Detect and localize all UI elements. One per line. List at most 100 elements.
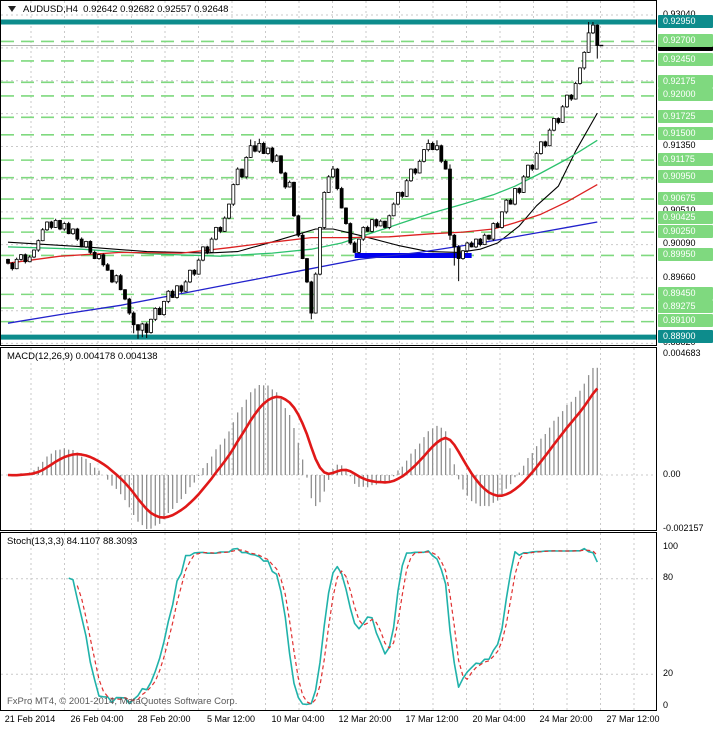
candle-bear	[296, 215, 301, 236]
candle-bear	[105, 264, 110, 271]
candle-bull	[231, 184, 236, 205]
candle-bull	[214, 227, 218, 240]
level-price-badge: 0.91500	[658, 127, 713, 141]
candle-bull	[461, 250, 465, 259]
candle-bull	[14, 258, 19, 270]
candle-bear	[305, 258, 309, 283]
time-axis-label: 21 Feb 2014	[4, 714, 56, 724]
candle-bull	[162, 300, 166, 316]
price-scale-label: 0.90510	[657, 205, 717, 216]
candle-bear	[292, 181, 296, 217]
candle-bull	[257, 143, 262, 152]
candle-bear	[456, 246, 461, 259]
candle-bear	[75, 228, 80, 240]
candle-bear	[300, 234, 305, 259]
level-price-badge: 0.89450	[658, 286, 713, 300]
candle-bull	[591, 24, 595, 34]
candle-bear	[344, 207, 348, 224]
level-price-badge: 0.90950	[658, 170, 713, 184]
candle-bull	[40, 229, 45, 242]
candle-bear	[23, 254, 28, 263]
candle-bull	[361, 227, 366, 240]
candle-bull	[244, 157, 249, 178]
candle-bear	[430, 143, 435, 151]
stoch-d-line	[76, 549, 598, 705]
candle-bull	[235, 168, 240, 186]
main-chart-panel[interactable]: AUDUSD,H4 0.92642 0.92682 0.92557 0.9264…	[0, 0, 657, 346]
candle-bull	[274, 155, 279, 162]
candle-bull	[248, 145, 253, 158]
candle-bear	[157, 307, 162, 316]
candle-bear	[365, 227, 370, 232]
candle-bull	[140, 323, 145, 331]
candle-bull	[84, 241, 88, 248]
candle-bull	[222, 217, 227, 232]
macd-canvas	[1, 348, 656, 530]
candle-bull	[404, 180, 409, 197]
candle-bull	[539, 141, 543, 154]
candle-bull	[573, 83, 578, 100]
candle-bear	[508, 199, 513, 205]
candle-bull	[53, 220, 58, 228]
candle-bear	[131, 312, 136, 326]
key-level-price-badge: 0.92950	[658, 14, 713, 28]
stoch-axis-label: 100	[663, 540, 679, 551]
candle-bear	[270, 147, 275, 162]
candle-bull	[153, 307, 158, 320]
candle-bull	[417, 160, 422, 174]
level-price-badge: 0.91725	[658, 109, 713, 123]
price-scale-label: 0.91350	[663, 140, 696, 151]
candle-bear	[348, 223, 353, 244]
candle-bull	[196, 259, 201, 275]
candle-bear	[123, 289, 127, 300]
candle-bull	[500, 211, 504, 228]
level-price-badge: 0.89100	[658, 314, 713, 328]
candle-bull	[287, 181, 292, 188]
candle-bull	[391, 203, 396, 217]
candle-bear	[487, 234, 491, 240]
candle-bull	[396, 192, 400, 205]
level-price-badge: 0.90250	[658, 224, 713, 238]
candle-bear	[110, 269, 114, 283]
candle-bull	[326, 176, 331, 193]
candle-bear	[383, 220, 387, 228]
candle-bull	[586, 32, 591, 53]
time-axis[interactable]: 21 Feb 2014 26 Feb 04:00 28 Feb 20:00 5 Mar…	[0, 711, 717, 729]
stoch-axis-label: 80	[663, 572, 674, 583]
candle-bear	[88, 241, 93, 253]
candle-bull	[482, 234, 487, 245]
stochastic-indicator-panel[interactable]: Stoch(13,3,3) 84.1107 88.3093 FxPro MT4,…	[0, 532, 657, 711]
candle-bull	[526, 164, 530, 178]
candle-bear	[448, 168, 452, 236]
candle-bear	[517, 188, 522, 193]
time-axis-label: 17 Mar 12:00	[405, 714, 459, 724]
macd-label: MACD(12,26,9) 0.004178 0.004138	[7, 351, 158, 362]
candle-bull	[521, 176, 526, 193]
level-price-badge: 0.89950	[658, 247, 713, 261]
candle-bear	[205, 246, 210, 253]
candle-bear	[10, 262, 15, 270]
candle-bear	[279, 155, 283, 174]
candle-bear	[478, 238, 483, 245]
candle-bull	[387, 215, 392, 228]
candle-bear	[170, 290, 175, 298]
candle-bull	[188, 269, 192, 283]
stochastic-label: Stoch(13,3,3) 84.1107 88.3093	[7, 536, 138, 547]
chart-title-ohlc: AUDUSD,H4 0.92642 0.92682 0.92557 0.9264…	[23, 4, 229, 15]
candle-bear	[49, 221, 54, 228]
price-scale[interactable]: 0.930400.913500.905100.900900.896600.888…	[657, 0, 717, 711]
candle-bear	[335, 168, 340, 189]
candle-bull	[331, 168, 335, 178]
candle-bear	[339, 188, 344, 209]
candle-bull	[582, 51, 587, 69]
candle-bull	[313, 273, 318, 314]
stoch-k-line	[68, 547, 599, 706]
macd-indicator-panel[interactable]: MACD(12,26,9) 0.004178 0.004138	[0, 347, 657, 531]
symbol-dropdown-icon[interactable]	[8, 6, 16, 12]
stochastic-canvas	[1, 533, 656, 710]
candle-bull	[435, 145, 439, 151]
candle-bear	[352, 242, 357, 253]
candle-bull	[578, 67, 582, 84]
candle-bear	[92, 251, 97, 259]
